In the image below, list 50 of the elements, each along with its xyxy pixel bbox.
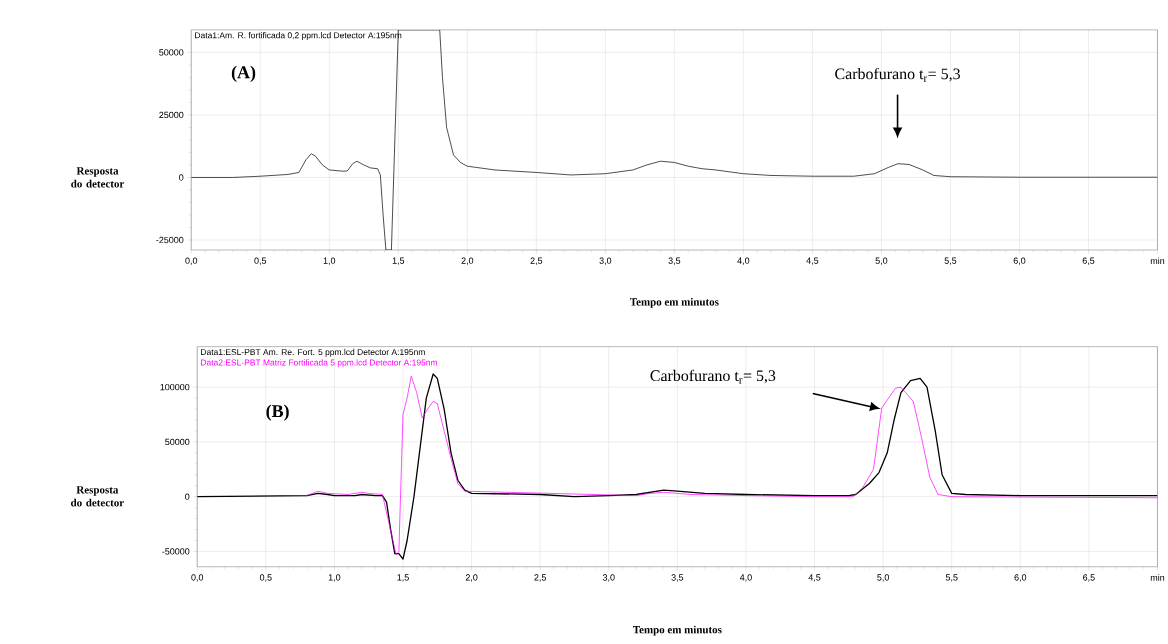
x-tick-label: 4,5 bbox=[806, 257, 819, 265]
x-tick-label: 3,0 bbox=[599, 257, 612, 265]
x-tick-label: 5,0 bbox=[875, 257, 888, 265]
y-tick-label: -25000 bbox=[156, 236, 184, 243]
x-tick-label: min bbox=[1150, 574, 1165, 581]
x-tick-label: 5,0 bbox=[877, 574, 889, 582]
line-series bbox=[191, 29, 1158, 250]
x-tick-label: 4,0 bbox=[737, 257, 750, 265]
y-tick-label: -50000 bbox=[162, 548, 190, 555]
y-tick-label: 50000 bbox=[165, 438, 190, 445]
x-tick-label: 4,5 bbox=[808, 574, 821, 582]
x-tick-label: 3,0 bbox=[602, 574, 615, 582]
x-tick-label: 6,0 bbox=[1013, 257, 1026, 265]
x-tick-label: 5,5 bbox=[944, 257, 957, 265]
x-tick-label: 0,0 bbox=[191, 574, 204, 582]
annotation: Carbofurano t$_{r}$= 5,3 bbox=[835, 67, 960, 82]
y-tick-label: 0 bbox=[179, 174, 184, 181]
x-tick-label: 0,5 bbox=[259, 574, 272, 582]
y-tick-label: 25000 bbox=[159, 111, 184, 118]
x-tick-label: 6,5 bbox=[1082, 257, 1095, 265]
x-tick-label: 0,0 bbox=[185, 257, 198, 265]
x-tick-label: 4,0 bbox=[739, 574, 752, 582]
x-axis-title: Tempo em minutos bbox=[632, 625, 722, 636]
annotation: (B) bbox=[266, 404, 289, 421]
x-tick-label: 0,5 bbox=[254, 257, 267, 265]
y-axis-title: Resposta do detector bbox=[71, 485, 124, 507]
x-tick-label: 2,5 bbox=[534, 574, 547, 582]
text: Data2:ESL-PBT Matriz Fortificada 5 ppm.lcd Detector A:195nm bbox=[201, 359, 437, 367]
y-tick-label: 100000 bbox=[160, 383, 190, 391]
x-tick-label: 1,0 bbox=[323, 257, 336, 265]
x-tick-label: 3,5 bbox=[668, 257, 681, 265]
annotation: (A) bbox=[231, 65, 256, 82]
x-tick-label: 5,5 bbox=[945, 574, 958, 582]
x-tick-label: 2,0 bbox=[465, 574, 478, 582]
series-label: Data1:Am. R. fortificada 0,2 ppm.lcd Detector A:195nm bbox=[195, 31, 402, 40]
y-tick-label: 50000 bbox=[159, 48, 184, 56]
y-axis-title: Resposta do detector bbox=[71, 167, 125, 188]
text: Data1:ESL-PBT Am. Re. Fort. 5 ppm.lcd Detector A:195nm bbox=[201, 348, 425, 357]
annotation: Carbofurano t$_{r}$= 5,3 bbox=[650, 369, 776, 384]
x-tick-label: 1,5 bbox=[392, 257, 405, 265]
x-tick-label: min bbox=[1150, 257, 1165, 264]
x-tick-label: 6,0 bbox=[1014, 574, 1027, 582]
x-tick-label: 2,5 bbox=[530, 257, 543, 265]
x-tick-label: 3,5 bbox=[671, 574, 684, 582]
x-tick-label: 2,0 bbox=[461, 257, 474, 265]
x-tick-label: 1,5 bbox=[397, 574, 409, 582]
x-tick-label: 6,5 bbox=[1083, 574, 1095, 582]
x-tick-label: 1,0 bbox=[328, 574, 341, 582]
y-tick-label: 0 bbox=[185, 493, 190, 500]
x-axis-title: Tempo em minutos bbox=[629, 297, 719, 308]
